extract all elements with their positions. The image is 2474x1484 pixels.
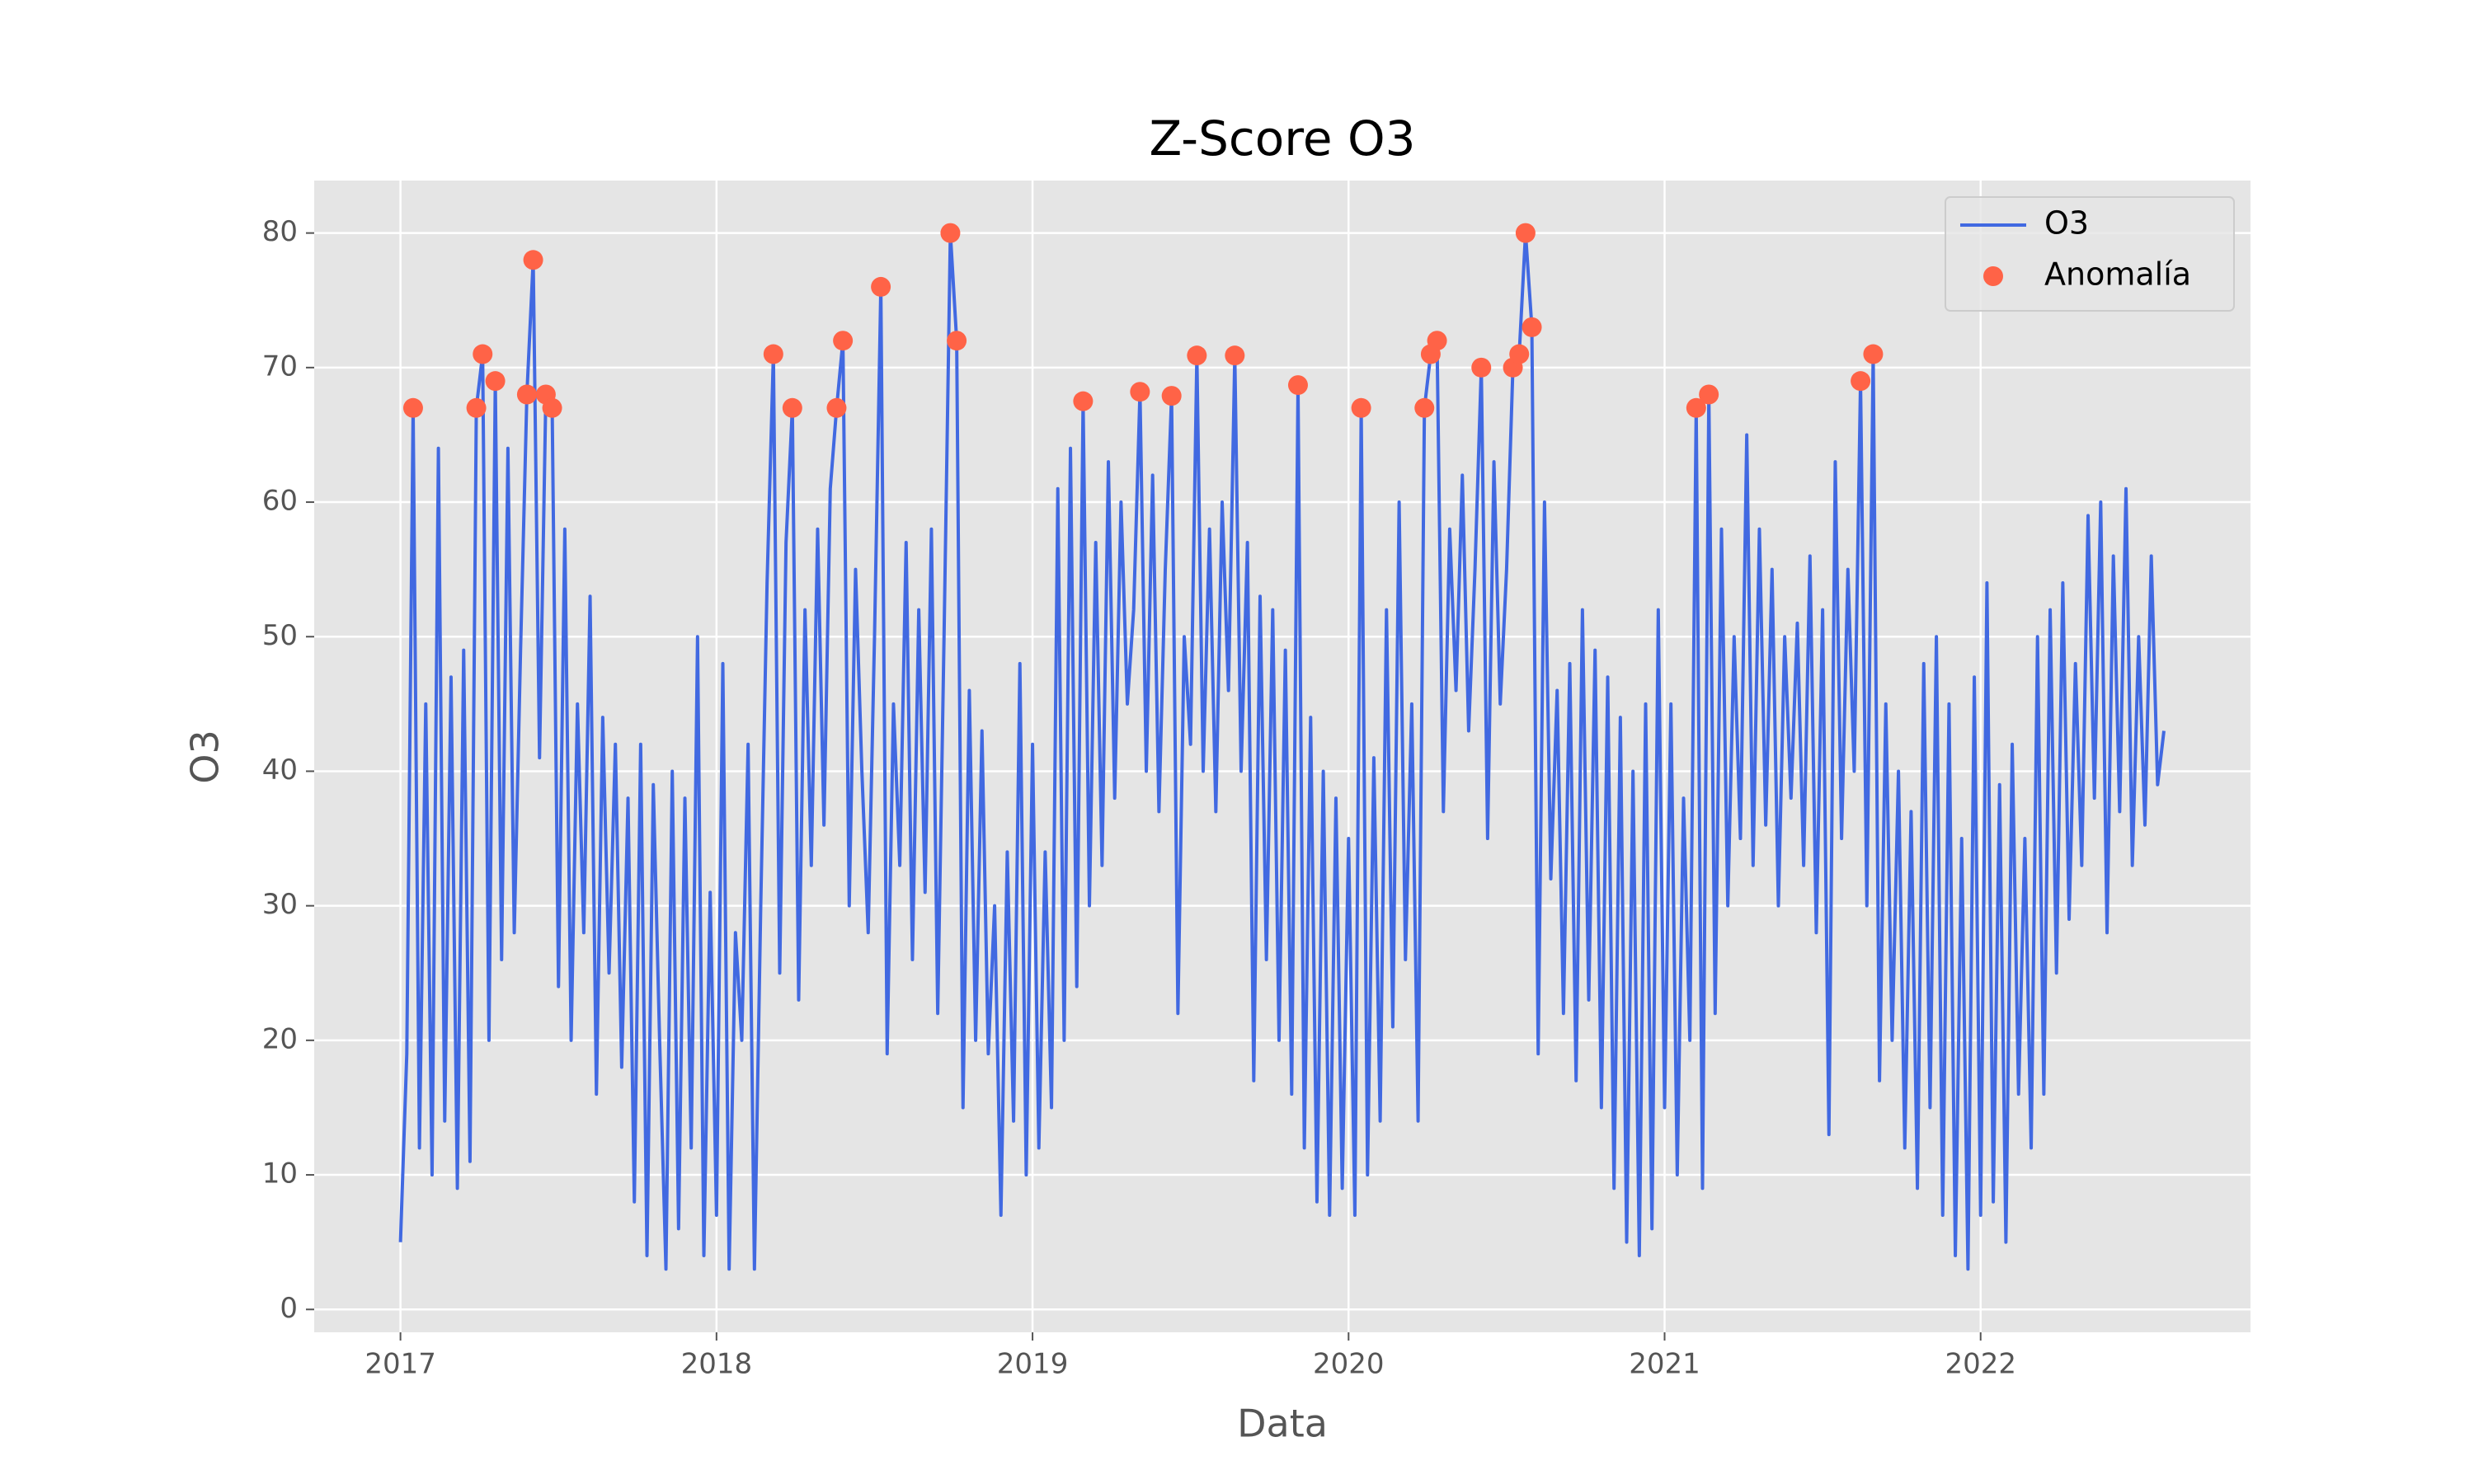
anomaly-point	[1287, 375, 1308, 396]
anomaly-point	[1073, 391, 1094, 411]
legend-marker	[1983, 266, 2003, 286]
anomaly-point	[1161, 386, 1182, 406]
anomaly-point	[466, 397, 487, 418]
anomaly-point	[1471, 357, 1492, 378]
anomaly-point	[1427, 331, 1447, 351]
y-tick-label: 80	[262, 215, 298, 248]
anomaly-point	[826, 397, 847, 418]
anomaly-point	[871, 276, 891, 297]
anomaly-point	[782, 397, 802, 418]
y-tick-label: 40	[262, 754, 298, 787]
anomaly-point	[1187, 345, 1207, 366]
anomaly-point	[947, 331, 967, 351]
anomaly-point	[1851, 371, 1871, 392]
anomaly-point	[1509, 344, 1530, 364]
legend-box	[1945, 196, 2235, 312]
anomaly-point	[523, 250, 543, 270]
y-tick-label: 30	[262, 888, 298, 921]
x-axis-label: Data	[1237, 1402, 1328, 1446]
anomaly-point	[1686, 397, 1706, 418]
anomaly-point	[1414, 397, 1435, 418]
anomaly-point	[485, 371, 506, 392]
anomaly-point	[1351, 397, 1371, 418]
y-axis-label: O3	[183, 730, 228, 783]
anomaly-point	[1699, 384, 1719, 405]
x-tick-label: 2019	[997, 1348, 1069, 1381]
y-tick-label: 10	[262, 1158, 298, 1190]
x-tick-label: 2022	[1945, 1348, 2016, 1381]
anomaly-point	[1225, 345, 1245, 366]
chart-title: Z-Score O3	[1149, 110, 1415, 167]
y-tick-label: 70	[262, 350, 298, 383]
y-tick-label: 0	[280, 1292, 298, 1325]
anomaly-point	[1515, 223, 1536, 243]
marks	[398, 223, 2166, 1271]
x-tick-label: 2018	[681, 1348, 753, 1381]
x-tick-label: 2021	[1629, 1348, 1700, 1381]
anomaly-point	[402, 397, 423, 418]
anomaly-point	[940, 223, 961, 243]
legend-label: Anomalía	[2044, 256, 2191, 293]
anomaly-point	[1863, 344, 1884, 364]
anomaly-point	[763, 344, 783, 364]
y-tick-label: 60	[262, 485, 298, 518]
anomaly-point	[542, 397, 562, 418]
y-tick-label: 50	[262, 619, 298, 652]
legend-label: O3	[2044, 205, 2089, 242]
anomaly-point	[1130, 382, 1150, 402]
y-tick-label: 20	[262, 1022, 298, 1055]
x-tick-label: 2020	[1313, 1348, 1385, 1381]
x-tick-label: 2017	[365, 1348, 436, 1381]
anomaly-point	[1522, 317, 1542, 337]
series-line	[398, 231, 2166, 1271]
anomaly-point	[833, 331, 854, 351]
anomaly-point	[473, 344, 493, 364]
legend: O3 Anomalía	[1945, 196, 2235, 312]
anomaly-point	[516, 384, 537, 405]
